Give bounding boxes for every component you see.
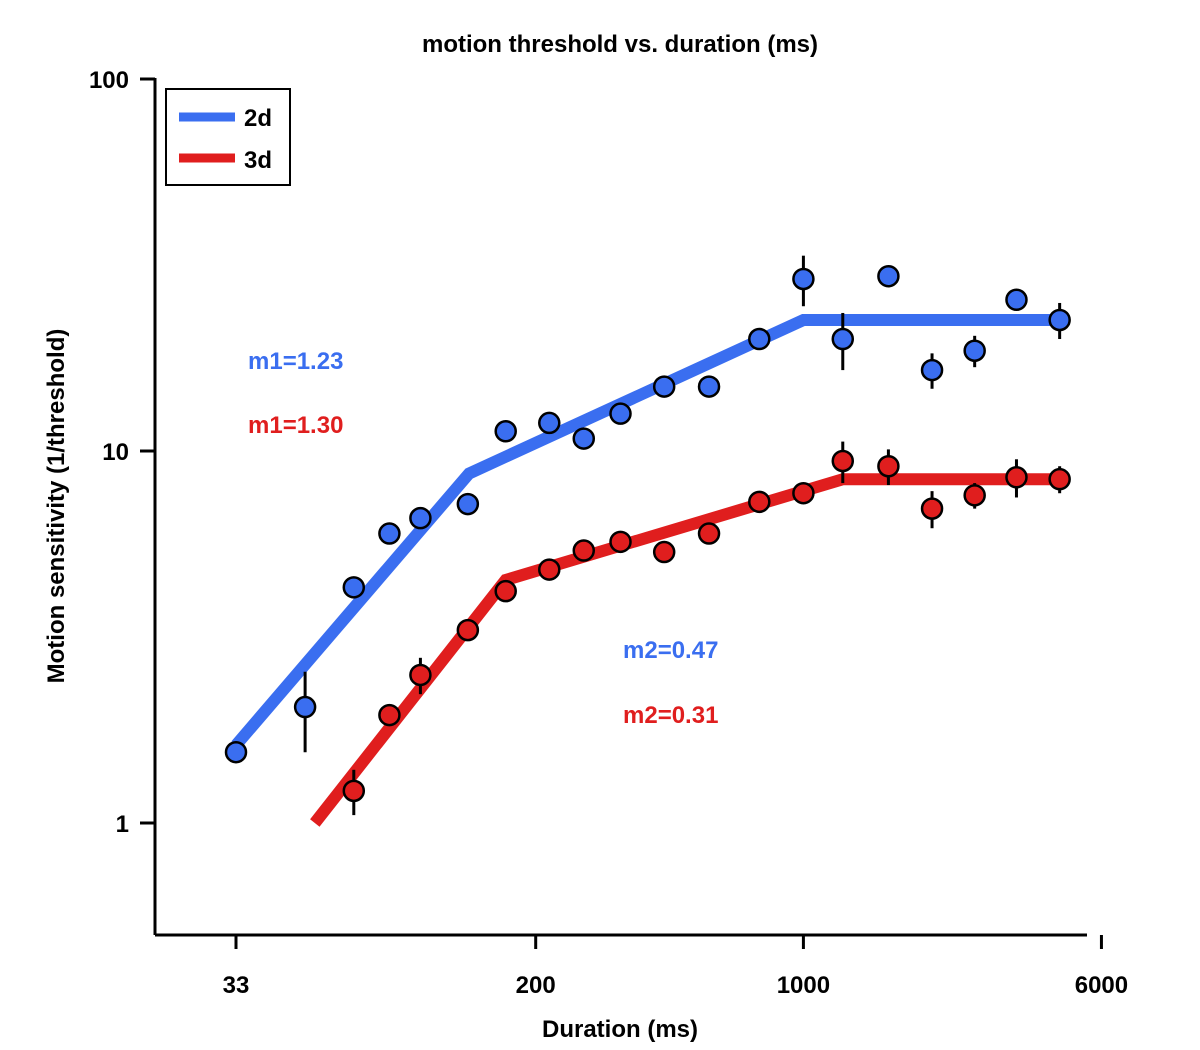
- point-3d-8: [652, 540, 676, 564]
- point-3d-6: [572, 539, 596, 562]
- point-2d-5: [456, 492, 480, 516]
- x-tick-label-33: 33: [223, 972, 250, 999]
- point-3d-14: [920, 497, 944, 520]
- point-2d-18: [1005, 288, 1028, 312]
- point-2d-14: [831, 327, 855, 351]
- point-3d-5: [538, 558, 561, 581]
- x-axis-label: Duration (ms): [542, 1016, 698, 1043]
- annotation-3d-m1: m1=1.30: [248, 412, 343, 439]
- point-2d-4: [409, 506, 432, 530]
- point-3d-9: [697, 522, 721, 545]
- ticks: 33 200 1000 6000 1 10 100: [89, 67, 1128, 999]
- fit-lines: [231, 314, 1060, 827]
- point-2d-16: [920, 358, 944, 382]
- point-3d-0: [342, 779, 366, 803]
- axes: [153, 78, 1087, 937]
- legend-label-3d: 3d: [244, 147, 272, 174]
- x-tick-label-6000: 6000: [1075, 972, 1128, 999]
- x-tick-label-1000: 1000: [777, 972, 830, 999]
- data-points: [224, 255, 1071, 816]
- point-3d-7: [609, 530, 632, 554]
- y-tick-label-1: 1: [116, 811, 129, 838]
- y-tick-label-100: 100: [89, 67, 129, 94]
- point-2d-1: [293, 695, 317, 719]
- legend: 2d 3d: [165, 88, 291, 186]
- y-tick-label-10: 10: [102, 439, 129, 466]
- point-3d-1: [378, 703, 401, 727]
- point-2d-12: [748, 327, 771, 351]
- point-3d-12: [831, 449, 855, 473]
- point-2d-19: [1048, 308, 1071, 332]
- point-3d-10: [748, 490, 771, 514]
- point-2d-7: [538, 411, 561, 435]
- point-3d-3: [456, 618, 480, 642]
- point-2d-0: [224, 740, 248, 764]
- annotation-2d-m1: m1=1.23: [248, 348, 343, 375]
- x-tick-label-200: 200: [516, 972, 556, 999]
- chart-title: motion threshold vs. duration (ms): [422, 31, 818, 58]
- point-2d-8: [572, 427, 596, 450]
- point-3d-4: [494, 579, 517, 603]
- point-3d-17: [1048, 467, 1071, 491]
- point-2d-2: [342, 576, 366, 599]
- legend-box: [165, 88, 291, 186]
- point-2d-6: [494, 420, 517, 443]
- fit-line-3d: [310, 473, 1060, 827]
- point-3d-11: [792, 481, 815, 505]
- legend-label-2d: 2d: [244, 105, 272, 132]
- point-2d-17: [963, 339, 986, 362]
- point-2d-10: [652, 375, 676, 398]
- annotation-3d-m2: m2=0.31: [623, 702, 718, 729]
- y-axis-label: Motion sensitivity (1/threshold): [43, 329, 70, 684]
- fit-line-2d: [231, 314, 1060, 750]
- point-3d-2: [409, 663, 432, 687]
- point-3d-16: [1005, 466, 1028, 489]
- point-3d-13: [877, 454, 900, 478]
- point-2d-3: [378, 522, 401, 545]
- point-2d-11: [697, 375, 721, 398]
- point-2d-9: [609, 402, 632, 425]
- annotation-2d-m2: m2=0.47: [623, 637, 718, 664]
- point-2d-13: [792, 267, 815, 291]
- point-2d-15: [877, 264, 900, 288]
- point-3d-15: [963, 484, 986, 507]
